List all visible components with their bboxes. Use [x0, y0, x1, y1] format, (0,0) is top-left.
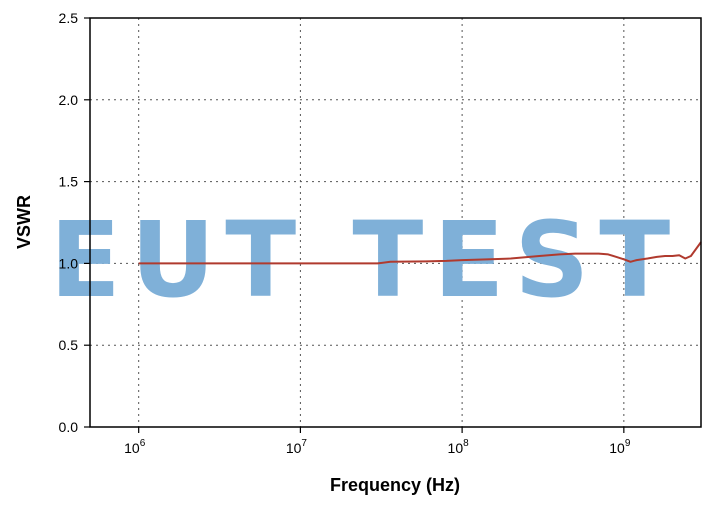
x-tick-base: 10	[609, 440, 625, 456]
watermark-text: EUT TEST	[50, 199, 680, 321]
y-tick-label: 0.5	[59, 337, 79, 353]
y-tick-label: 2.5	[59, 10, 79, 26]
x-tick-exponent: 9	[625, 438, 631, 449]
x-tick-base: 10	[448, 440, 464, 456]
x-tick-exponent: 7	[301, 438, 307, 449]
x-axis-title: Frequency (Hz)	[330, 475, 460, 495]
y-tick-label: 0.0	[59, 419, 79, 435]
x-tick-base: 10	[286, 440, 302, 456]
y-tick-label: 1.5	[59, 174, 79, 190]
watermark-layer: EUT TEST	[50, 199, 680, 321]
y-axis-title: VSWR	[14, 195, 34, 249]
x-tick-exponent: 6	[140, 438, 146, 449]
y-tick-label: 2.0	[59, 92, 79, 108]
y-tick-label: 1.0	[59, 255, 79, 271]
x-tick-exponent: 8	[463, 438, 469, 449]
x-tick-base: 10	[124, 440, 140, 456]
